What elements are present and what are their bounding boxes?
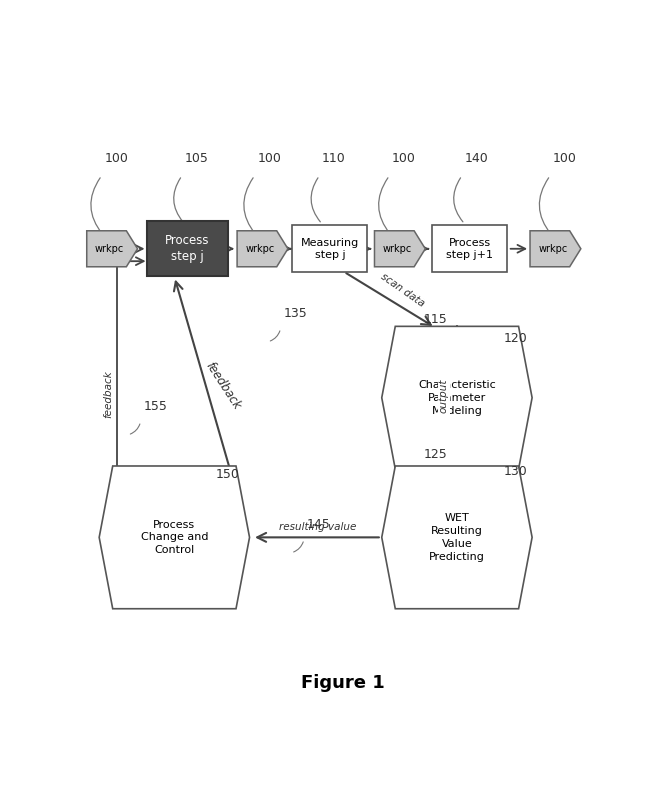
- Text: 130: 130: [504, 465, 527, 478]
- Text: Characteristic
Parameter
Modeling: Characteristic Parameter Modeling: [418, 380, 496, 416]
- FancyArrowPatch shape: [130, 424, 140, 434]
- FancyArrowPatch shape: [270, 331, 280, 341]
- Text: output: output: [439, 379, 449, 413]
- Text: wrkpc: wrkpc: [95, 243, 124, 254]
- FancyBboxPatch shape: [432, 226, 508, 272]
- Polygon shape: [375, 231, 425, 267]
- Text: wrkpc: wrkpc: [383, 243, 412, 254]
- Text: 155: 155: [143, 400, 167, 413]
- Text: feedback: feedback: [104, 371, 114, 418]
- Text: wrkpc: wrkpc: [539, 243, 567, 254]
- Text: 150: 150: [216, 468, 240, 481]
- Text: 125: 125: [423, 448, 447, 461]
- Text: 115: 115: [423, 314, 447, 326]
- Text: Figure 1: Figure 1: [301, 674, 385, 692]
- Text: Process
Change and
Control: Process Change and Control: [140, 520, 208, 555]
- FancyArrowPatch shape: [539, 178, 551, 235]
- Text: 135: 135: [283, 307, 307, 320]
- Text: resulting value: resulting value: [279, 521, 357, 532]
- Polygon shape: [237, 231, 288, 267]
- FancyArrowPatch shape: [244, 178, 256, 235]
- Text: 145: 145: [306, 518, 330, 531]
- Text: 120: 120: [504, 332, 527, 345]
- Polygon shape: [87, 231, 138, 267]
- Text: 100: 100: [553, 152, 577, 165]
- Text: WET
Resulting
Value
Predicting: WET Resulting Value Predicting: [429, 513, 485, 562]
- Text: 100: 100: [258, 152, 281, 165]
- FancyArrowPatch shape: [311, 178, 320, 222]
- FancyBboxPatch shape: [147, 222, 227, 276]
- Text: scan data: scan data: [379, 272, 426, 309]
- Polygon shape: [530, 231, 581, 267]
- Text: feedback: feedback: [203, 359, 243, 412]
- FancyBboxPatch shape: [292, 226, 367, 272]
- FancyArrowPatch shape: [410, 472, 420, 482]
- FancyArrowPatch shape: [490, 355, 500, 366]
- Polygon shape: [99, 466, 250, 609]
- Polygon shape: [382, 466, 532, 609]
- FancyArrowPatch shape: [490, 489, 500, 499]
- FancyArrowPatch shape: [294, 542, 303, 552]
- Text: 100: 100: [104, 152, 128, 165]
- Text: wrkpc: wrkpc: [246, 243, 274, 254]
- Text: 105: 105: [185, 152, 209, 165]
- FancyArrowPatch shape: [454, 178, 463, 222]
- FancyArrowPatch shape: [410, 337, 420, 347]
- FancyArrowPatch shape: [174, 178, 183, 222]
- Text: Measuring
step j: Measuring step j: [301, 238, 359, 260]
- Text: Process
step j: Process step j: [165, 235, 209, 264]
- Text: Process
step j+1: Process step j+1: [446, 238, 494, 260]
- FancyArrowPatch shape: [379, 178, 390, 235]
- Text: 100: 100: [392, 152, 416, 165]
- Text: 110: 110: [322, 152, 346, 165]
- FancyArrowPatch shape: [203, 492, 213, 502]
- Polygon shape: [382, 326, 532, 469]
- FancyArrowPatch shape: [91, 178, 102, 235]
- Text: 140: 140: [465, 152, 488, 165]
